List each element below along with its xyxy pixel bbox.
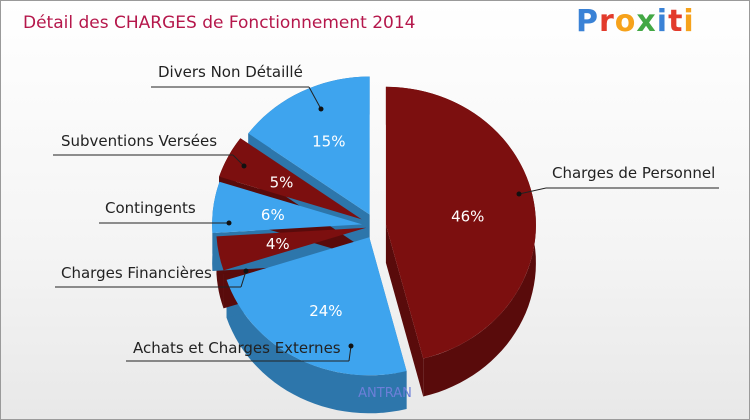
- pie-category-label-5: Divers Non Détaillé: [158, 63, 303, 81]
- pie-category-label-0: Charges de Personnel: [552, 164, 715, 182]
- label-leader-0: [518, 187, 547, 195]
- pie-slice-2: [216, 227, 367, 271]
- pie-category-label-1: Achats et Charges Externes: [133, 339, 341, 357]
- label-pointer-2: [243, 268, 249, 274]
- label-leader-2: [240, 270, 247, 288]
- label-pointer-3: [226, 220, 232, 226]
- label-leader-4: [232, 154, 245, 167]
- pie-slice-4: [219, 138, 362, 220]
- chart-title: Détail des CHARGES de Fonctionnement 201…: [23, 13, 416, 33]
- label-leader-5: [308, 86, 322, 110]
- label-pointer-5: [318, 106, 324, 112]
- pie-value-label-0: 46%: [451, 207, 484, 225]
- pie-slice-edge-0-1: [385, 224, 424, 397]
- pie-category-label-4: Subventions Versées: [61, 132, 217, 150]
- pie-slice-side-1: [226, 279, 407, 414]
- pie-slice-3: [212, 181, 363, 234]
- pie-category-label-2: Charges Financières: [61, 264, 212, 282]
- pie-value-label-2: 4%: [266, 235, 290, 253]
- pie-category-label-3: Contingents: [105, 199, 196, 217]
- label-pointer-4: [241, 163, 247, 169]
- pie-slice-0: [385, 86, 536, 359]
- pie-value-label-5: 15%: [312, 133, 345, 151]
- pie-value-label-4: 5%: [270, 174, 294, 192]
- label-pointer-0: [516, 191, 522, 197]
- pie-slice-1: [226, 237, 407, 376]
- proxiti-logo: Proxiti: [576, 4, 695, 39]
- pie-value-label-3: 6%: [261, 206, 285, 224]
- label-leader-1: [348, 345, 352, 362]
- pie-value-label-1: 24%: [309, 302, 342, 320]
- label-pointer-1: [348, 343, 354, 349]
- chart-subtitle: ANTRAN: [358, 386, 412, 401]
- pie-slice-5: [248, 76, 370, 215]
